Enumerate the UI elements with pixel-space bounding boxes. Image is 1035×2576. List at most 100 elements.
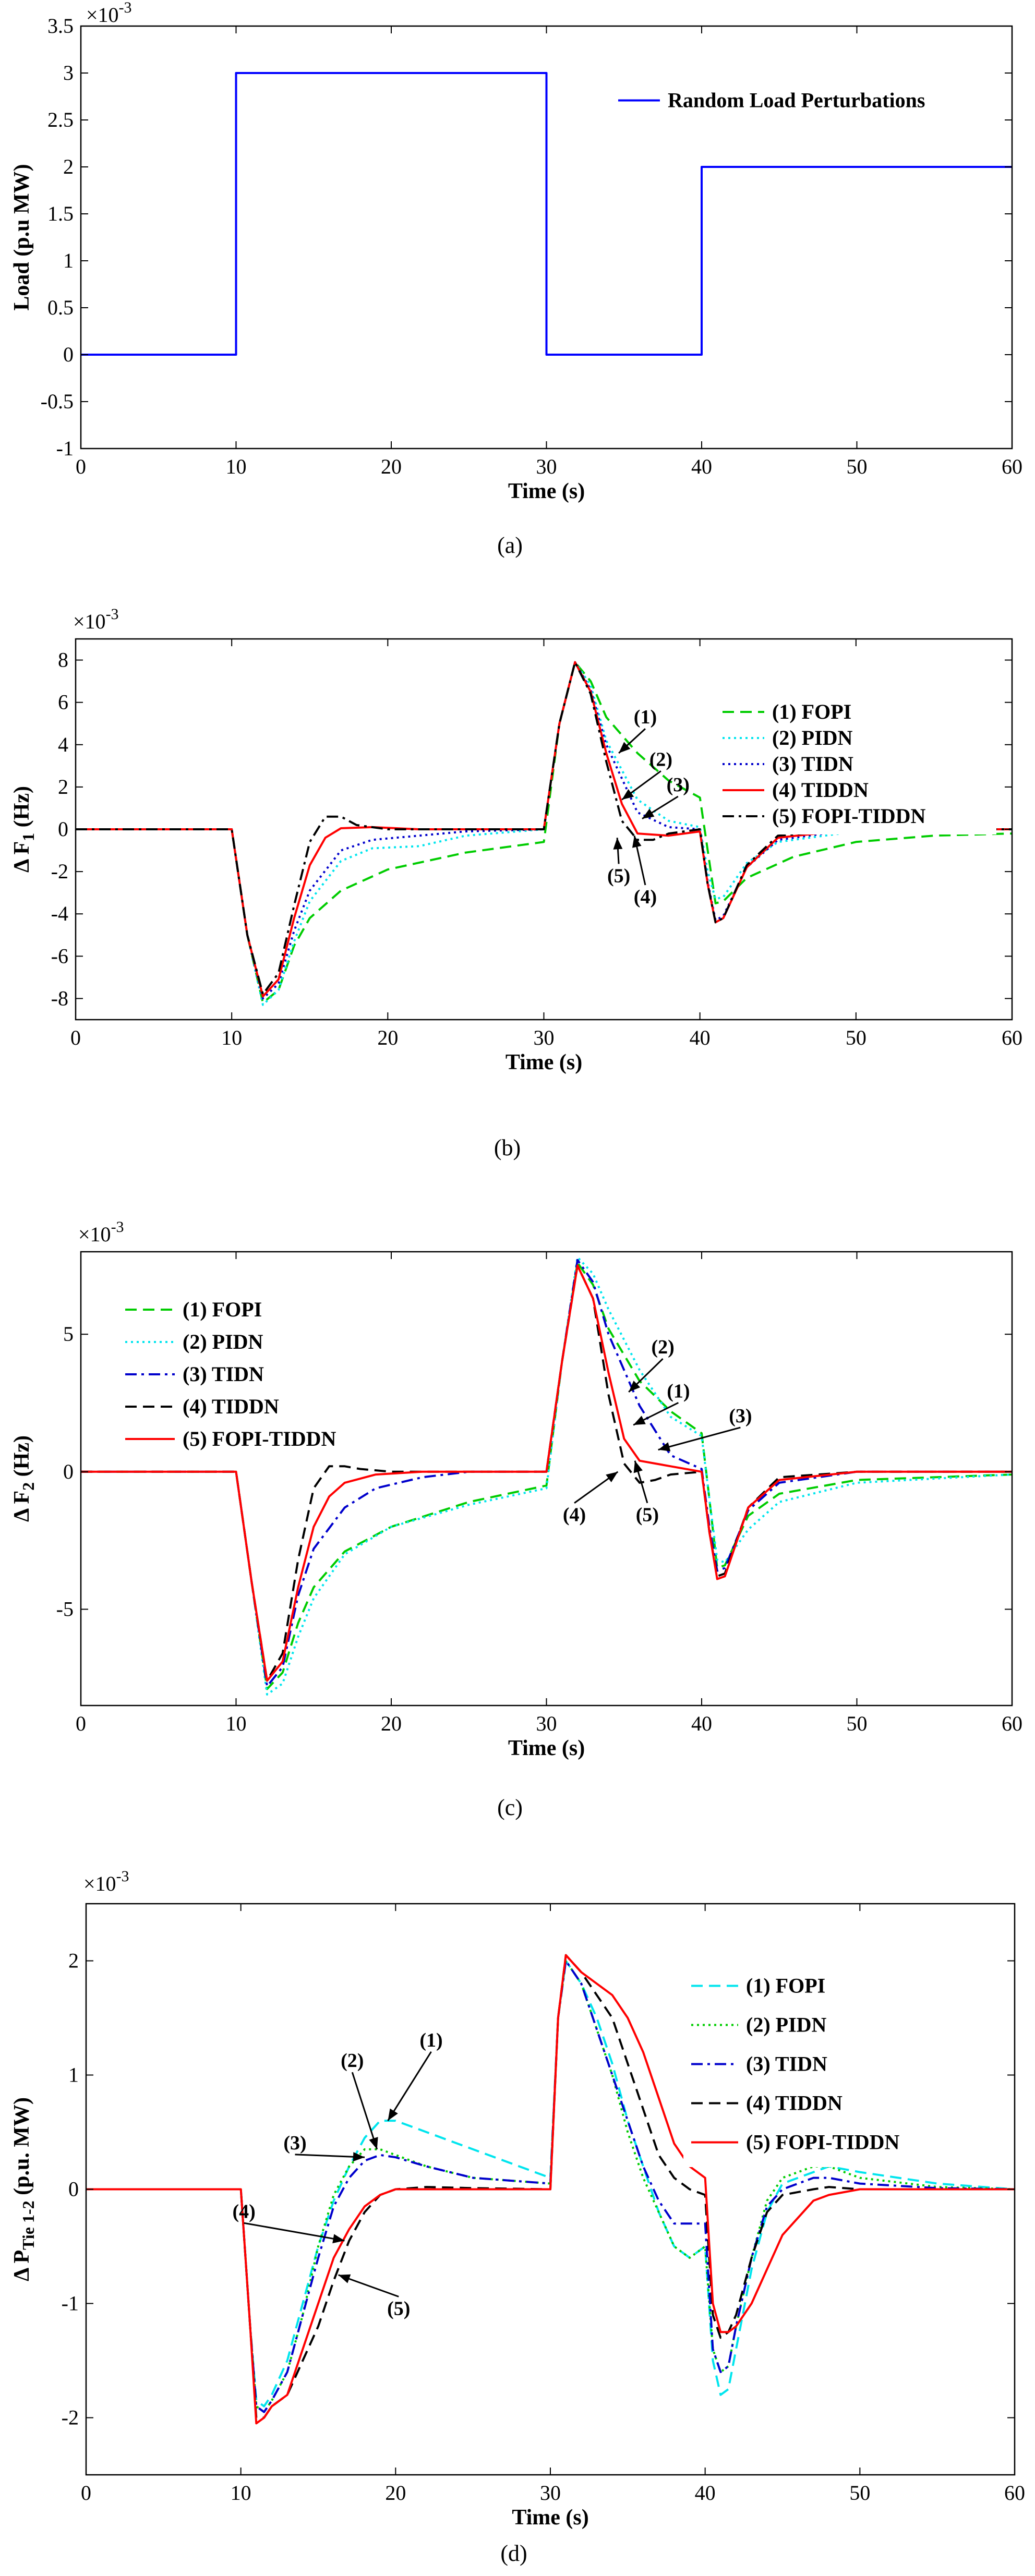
legend-label-2: (2) PIDN [746, 2013, 827, 2037]
x-tick-label: 50 [847, 1712, 868, 1735]
y-tick-label: 6 [58, 691, 68, 714]
x-tick-label: 0 [76, 1712, 86, 1735]
annotation-label-1: (2) [651, 1336, 674, 1358]
x-tick-label: 10 [226, 455, 247, 478]
panel-caption: (b) [494, 1135, 521, 1160]
annotation-arrowhead-3 [658, 1442, 671, 1452]
y-tick-label: 4 [58, 733, 68, 756]
y-tick-label: 2 [63, 155, 74, 178]
y-axis-title: Δ F1 (Hz) [10, 786, 38, 873]
annotation-arrowhead-2 [388, 2108, 398, 2121]
y-tick-label: 2 [68, 1949, 79, 1973]
y-tick-label: -1 [62, 2292, 79, 2315]
annotation-arrowhead-4 [613, 838, 623, 850]
series-group [81, 1256, 1012, 1696]
y-tick-label: -0.5 [41, 390, 74, 413]
y-tick-label: -8 [51, 986, 68, 1010]
annotation-arrowhead-1 [369, 2137, 378, 2149]
x-tick-label: 40 [691, 455, 712, 478]
annotation-arrowhead-4 [606, 1471, 618, 1482]
y-tick-label: 2.5 [47, 108, 74, 131]
x-tick-label: 0 [76, 455, 86, 478]
legend: (1) FOPI(2) PIDN(3) TIDN(4) TIDDN(5) FOP… [117, 1288, 410, 1460]
x-tick-label: 30 [536, 455, 557, 478]
y-axis-title: Load (p.u MW) [10, 164, 34, 310]
y-tick-label: 0 [63, 1460, 74, 1483]
annotation-label-2: (2) [649, 748, 672, 770]
y-tick-label: 2 [58, 775, 68, 799]
annotation-arrowhead-1 [629, 1381, 641, 1392]
y-tick-label: -4 [51, 902, 68, 925]
y-multiplier-label: ×10-3 [73, 606, 119, 633]
annotation-arrow-4 [244, 2222, 345, 2242]
series-line-1 [86, 1960, 1015, 2408]
y-tick-label: -6 [51, 944, 68, 967]
annotation-label-5: (4) [634, 886, 657, 908]
x-tick-label: 50 [849, 2481, 870, 2505]
x-tick-label: 60 [1004, 2481, 1025, 2505]
x-tick-label: 10 [231, 2481, 251, 2505]
y-tick-label: 1.5 [47, 202, 74, 225]
y-tick-label: 0 [58, 817, 68, 841]
x-tick-label: 20 [385, 2481, 406, 2505]
annotation-arrow-2 [387, 2051, 432, 2121]
chart-panel-d: 0 10 20 30 40 50 60 -2 -1 0 1 2 ×10-3 Time (s) Δ PTie … [10, 1868, 1025, 2566]
annotation-label-3: (3) [667, 774, 690, 796]
y-tick-label: 1 [63, 249, 74, 272]
legend: (1) FOPI(2) PIDN(3) TIDN(4) TIDDN(5) FOP… [715, 694, 996, 835]
x-tick-label: 0 [81, 2481, 91, 2505]
x-axis-title: Time (s) [508, 1736, 585, 1760]
x-tick-label: 20 [381, 455, 402, 478]
panel-caption: (d) [500, 2541, 527, 2566]
annotation-arrowhead-2 [622, 789, 634, 800]
series-line-1 [76, 661, 1012, 1004]
annotation-arrowhead-5 [338, 2274, 351, 2283]
legend-label-5: (5) FOPI-TIDDN [183, 1427, 336, 1450]
annotation-label-2: (1) [667, 1380, 690, 1402]
y-axis-title: Δ PTie 1-2 (p.u. MW) [10, 2097, 38, 2281]
legend-box [715, 694, 996, 835]
annotation-arrow-3 [658, 1426, 741, 1451]
annotation-label-3: (3) [729, 1405, 752, 1427]
legend-label-3: (3) TIDN [772, 752, 853, 776]
annotation-arrow-3 [295, 2154, 365, 2158]
series-group [86, 1954, 1015, 2425]
x-tick-label: 10 [226, 1712, 247, 1735]
x-tick-label: 50 [847, 455, 868, 478]
annotation-label-5: (5) [636, 1504, 659, 1526]
y-tick-label: 5 [63, 1322, 74, 1346]
x-tick-label: 60 [1002, 1712, 1022, 1735]
x-tick-label: 0 [70, 1026, 81, 1049]
x-axis-title: Time (s) [508, 479, 585, 503]
y-multiplier-label: ×10-3 [86, 0, 132, 27]
y-tick-label: 1 [68, 2063, 79, 2087]
annotation-arrowhead-1 [619, 742, 631, 753]
legend: (1) FOPI(2) PIDN(3) TIDN(4) TIDDN(5) FOP… [683, 1961, 1007, 2167]
y-tick-label: -1 [56, 437, 74, 460]
x-tick-label: 40 [691, 1712, 712, 1735]
legend-label-5: (5) FOPI-TIDDN [746, 2131, 900, 2154]
annotation-label-1: (2) [341, 2050, 364, 2072]
annotation-arrowhead-2 [633, 1416, 646, 1425]
annotation-arrowhead-3 [642, 808, 655, 819]
chart-panel-a: 0 10 20 30 40 50 60 -1 -0.5 0 0.5 1 1.5 2 2.5 3 3.5 ×10-3… [10, 0, 1022, 558]
chart-panel-b: 0 10 20 30 40 50 60 -8 -6 -4 -2 0 2 4 6 8×10-3 Time (s) Δ… [10, 606, 1022, 1160]
y-tick-label: 0 [63, 343, 74, 366]
series-line-4 [86, 1954, 1015, 2419]
y-axis-title: Δ F2 (Hz) [10, 1435, 38, 1522]
x-tick-label: 40 [690, 1026, 711, 1049]
x-axis-title: Time (s) [512, 2506, 588, 2530]
legend: Random Load Perturbations [610, 81, 996, 120]
x-tick-label: 30 [536, 1712, 557, 1735]
legend-label-1: (1) FOPI [772, 700, 851, 723]
series-group [76, 661, 1012, 1006]
y-multiplier-label: ×10-3 [78, 1218, 124, 1246]
x-tick-label: 40 [695, 2481, 716, 2505]
chart-panel-c: 0 10 20 30 40 50 60 -5 0 5 ×10-3 Time (s) Δ F2 (Hz) (… [10, 1218, 1022, 1820]
legend-label-5: (5) FOPI-TIDDN [772, 804, 926, 828]
x-tick-label: 60 [1002, 455, 1022, 478]
annotation-label-4: (4) [563, 1504, 586, 1526]
y-tick-label: -2 [51, 860, 68, 883]
series-line-1 [81, 72, 1012, 356]
